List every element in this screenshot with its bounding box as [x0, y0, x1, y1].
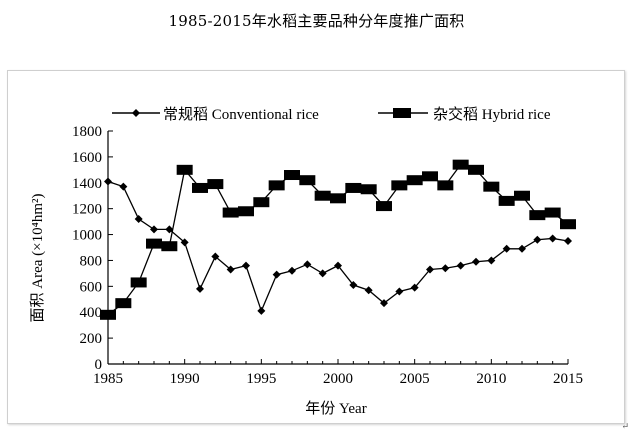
data-point-hybrid — [268, 180, 285, 191]
legend: 常规稻 Conventional rice 杂交稻 Hybrid rice — [112, 105, 551, 123]
y-tick-label: 1600 — [72, 150, 102, 166]
data-point-hybrid — [330, 193, 346, 204]
data-point-conventional — [548, 234, 557, 243]
data-point-hybrid — [483, 181, 500, 192]
legend-item-conventional: 常规稻 Conventional rice — [112, 106, 319, 123]
legend-marker-hybrid — [393, 108, 411, 118]
data-point-hybrid — [161, 241, 178, 252]
data-point-hybrid — [529, 210, 546, 221]
data-point-hybrid — [299, 175, 316, 186]
data-point-conventional — [242, 261, 250, 270]
data-point-hybrid — [360, 184, 377, 195]
x-tick-label: 1995 — [246, 371, 276, 387]
y-tick-label: 600 — [80, 279, 103, 295]
data-point-conventional — [150, 225, 158, 234]
data-point-hybrid — [130, 277, 147, 288]
x-tick-label: 2010 — [476, 371, 506, 387]
data-point-hybrid — [498, 195, 515, 206]
data-point-hybrid — [284, 170, 300, 181]
y-axis-title: 面积 Area (×10⁴hm²) — [29, 194, 46, 323]
data-point-hybrid — [314, 190, 331, 201]
data-point-hybrid — [100, 309, 116, 320]
legend-label-conventional: 常规稻 Conventional rice — [163, 106, 319, 123]
data-point-conventional — [303, 260, 312, 269]
x-tick-label: 2000 — [323, 371, 353, 387]
data-point-hybrid — [406, 175, 423, 186]
x-tick-label: 2015 — [553, 371, 583, 387]
data-point-conventional — [472, 257, 480, 266]
data-point-hybrid — [207, 179, 224, 190]
data-point-hybrid — [437, 180, 454, 191]
x-tick-label: 2005 — [400, 371, 430, 387]
data-point-conventional — [426, 265, 434, 274]
chart-title: 1985-2015年水稻主要品种分年度推广面积 — [168, 12, 465, 30]
data-point-conventional — [134, 215, 143, 224]
y-tick-label: 1800 — [72, 124, 102, 140]
data-point-conventional — [533, 235, 542, 244]
y-tick-label: 1000 — [72, 228, 102, 244]
data-point-conventional — [180, 238, 189, 247]
data-point-conventional — [518, 244, 526, 253]
data-point-conventional — [380, 299, 388, 308]
y-tick-label: 1400 — [72, 176, 102, 192]
data-point-conventional — [456, 261, 465, 270]
data-point-hybrid — [391, 180, 408, 191]
legend-label-hybrid: 杂交稻 Hybrid rice — [433, 105, 551, 123]
y-tick-label: 1200 — [72, 202, 102, 218]
data-point-conventional — [104, 177, 112, 186]
y-tick-label: 800 — [80, 253, 103, 269]
data-point-conventional — [226, 265, 235, 274]
data-point-hybrid — [238, 206, 254, 217]
data-point-hybrid — [222, 207, 239, 218]
data-point-conventional — [196, 284, 204, 293]
legend-item-hybrid: 杂交稻 Hybrid rice — [378, 105, 551, 123]
y-tick-label: 200 — [80, 331, 103, 347]
data-point-hybrid — [146, 238, 162, 249]
corner-mark: ↵ — [621, 422, 629, 432]
data-point-conventional — [334, 261, 342, 270]
data-point-hybrid — [544, 207, 561, 218]
x-axis-title: 年份 Year — [305, 400, 366, 417]
data-point-conventional — [441, 264, 450, 273]
axes: 0 200 400 600 800 1000 1200 1400 1600 1800 1985 199… — [72, 124, 583, 387]
data-point-hybrid — [115, 298, 132, 309]
data-point-conventional — [395, 287, 404, 296]
data-point-hybrid — [376, 201, 392, 212]
data-point-conventional — [288, 266, 296, 275]
data-point-conventional — [165, 225, 174, 234]
data-point-hybrid — [514, 190, 530, 201]
data-point-hybrid — [192, 182, 208, 193]
data-point-conventional — [410, 283, 419, 292]
data-point-conventional — [487, 256, 496, 265]
x-tick-label: 1985 — [93, 371, 123, 387]
data-point-conventional — [349, 281, 358, 290]
data-point-hybrid — [560, 219, 576, 230]
data-point-hybrid — [253, 197, 270, 208]
data-point-conventional — [564, 237, 572, 246]
data-point-conventional — [257, 306, 266, 315]
data-point-hybrid — [176, 164, 193, 175]
data-point-conventional — [211, 252, 220, 261]
data-point-hybrid — [452, 159, 469, 170]
data-point-conventional — [318, 269, 327, 278]
legend-marker-conventional — [132, 109, 140, 117]
x-tick-label: 1990 — [170, 371, 200, 387]
data-point-hybrid — [468, 164, 484, 175]
data-point-hybrid — [345, 182, 362, 193]
y-tick-label: 400 — [80, 305, 103, 321]
data-point-conventional — [364, 286, 373, 295]
data-point-conventional — [272, 270, 281, 279]
data-point-conventional — [502, 244, 511, 253]
data-point-hybrid — [422, 171, 438, 182]
series-layer — [100, 159, 576, 320]
y-tick-label: 0 — [95, 357, 103, 373]
data-point-conventional — [119, 182, 128, 191]
